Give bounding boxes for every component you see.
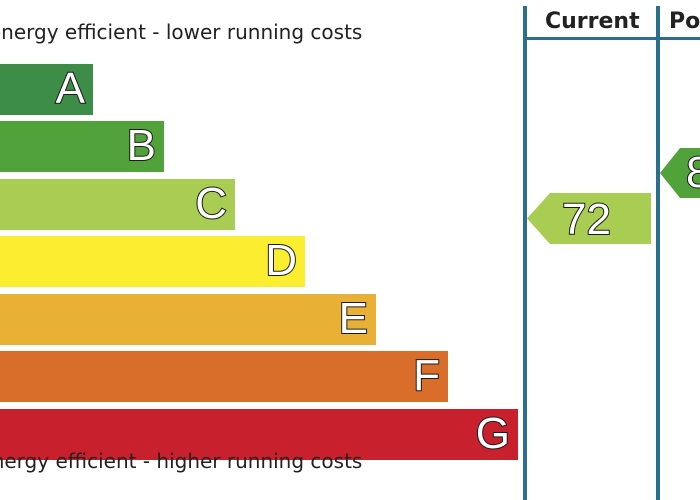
- current-column-left-divider: [523, 6, 527, 500]
- potential-column-header: Potential: [669, 9, 700, 34]
- rating-band-g: G: [0, 409, 518, 460]
- rating-band-f: F: [0, 351, 448, 402]
- rating-band-e: E: [0, 294, 376, 345]
- current-rating-value: 72: [561, 195, 612, 244]
- rating-band-letter: C: [194, 178, 228, 228]
- potential-rating-value: 8: [685, 148, 700, 197]
- current-column-header: Current: [545, 9, 640, 34]
- rating-band-letter: B: [126, 120, 157, 170]
- rating-band-letter: F: [412, 350, 441, 400]
- top-caption: Very energy efficient - lower running co…: [0, 20, 363, 44]
- potential-column-left-divider: [656, 6, 660, 500]
- current-rating-arrow: [527, 193, 651, 244]
- rating-band-b: B: [0, 121, 164, 172]
- rating-band-letter: D: [264, 235, 298, 285]
- rating-band-d: D: [0, 236, 305, 287]
- rating-band-letter: A: [55, 63, 86, 113]
- bottom-caption: Not energy efficient - higher running co…: [0, 449, 363, 473]
- header-divider: [523, 37, 700, 40]
- rating-band-letter: G: [475, 408, 511, 458]
- potential-rating-arrow: [660, 148, 700, 198]
- rating-band-c: C: [0, 179, 235, 230]
- rating-band-letter: E: [338, 293, 369, 343]
- rating-band-a: A: [0, 64, 93, 115]
